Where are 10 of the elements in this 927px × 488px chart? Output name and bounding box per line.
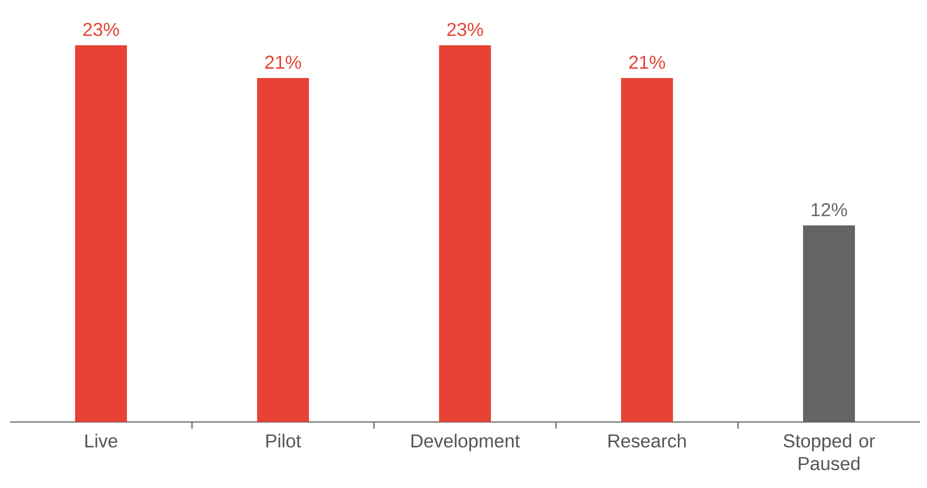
x-tick-label: Stopped or Paused xyxy=(784,434,875,470)
x-tick-label: Live xyxy=(85,434,118,448)
x-tick-label: Development xyxy=(412,434,520,452)
data-label: 23% xyxy=(83,22,120,36)
data-label: 12% xyxy=(812,203,848,216)
data-label: 21% xyxy=(265,56,302,69)
x-tick-label: Pilot xyxy=(266,434,302,448)
x-tick-label: Research xyxy=(608,434,686,448)
data-label: 23% xyxy=(447,22,484,36)
data-label: 21% xyxy=(629,56,666,69)
